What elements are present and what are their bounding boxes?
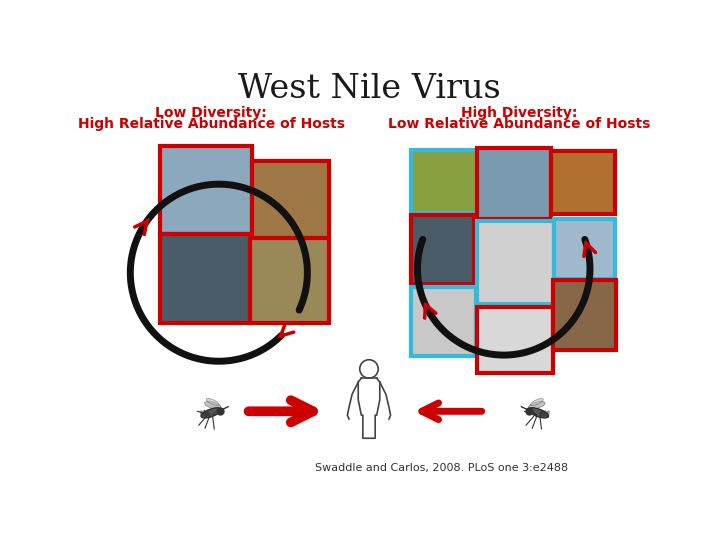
Ellipse shape [206, 410, 210, 417]
Ellipse shape [546, 410, 550, 417]
Text: Low Diversity:: Low Diversity: [156, 106, 267, 120]
Text: Swaddle and Carlos, 2008. PLoS one 3:e2488: Swaddle and Carlos, 2008. PLoS one 3:e24… [315, 463, 567, 473]
Bar [411, 150, 477, 213]
Ellipse shape [207, 399, 219, 406]
Ellipse shape [542, 410, 546, 417]
Bar [160, 234, 251, 323]
Bar [160, 146, 252, 234]
Bar [411, 287, 476, 356]
Bar [552, 151, 615, 214]
Bar [411, 215, 474, 284]
Text: High Diversity:: High Diversity: [461, 106, 577, 120]
Ellipse shape [539, 410, 544, 417]
Ellipse shape [528, 408, 549, 418]
Bar [251, 238, 329, 323]
Bar [477, 148, 552, 219]
Text: West Nile Virus: West Nile Virus [238, 73, 500, 105]
Text: Low Relative Abundance of Hosts: Low Relative Abundance of Hosts [388, 117, 650, 131]
Bar [477, 221, 554, 304]
Ellipse shape [528, 401, 545, 409]
Ellipse shape [199, 410, 204, 417]
Ellipse shape [204, 401, 221, 409]
Bar [252, 161, 329, 238]
Bar [554, 219, 615, 279]
Ellipse shape [201, 408, 221, 418]
Bar [553, 280, 616, 350]
Ellipse shape [203, 410, 207, 417]
Ellipse shape [531, 399, 543, 406]
Text: High Relative Abundance of Hosts: High Relative Abundance of Hosts [78, 117, 345, 131]
Bar [477, 307, 553, 373]
